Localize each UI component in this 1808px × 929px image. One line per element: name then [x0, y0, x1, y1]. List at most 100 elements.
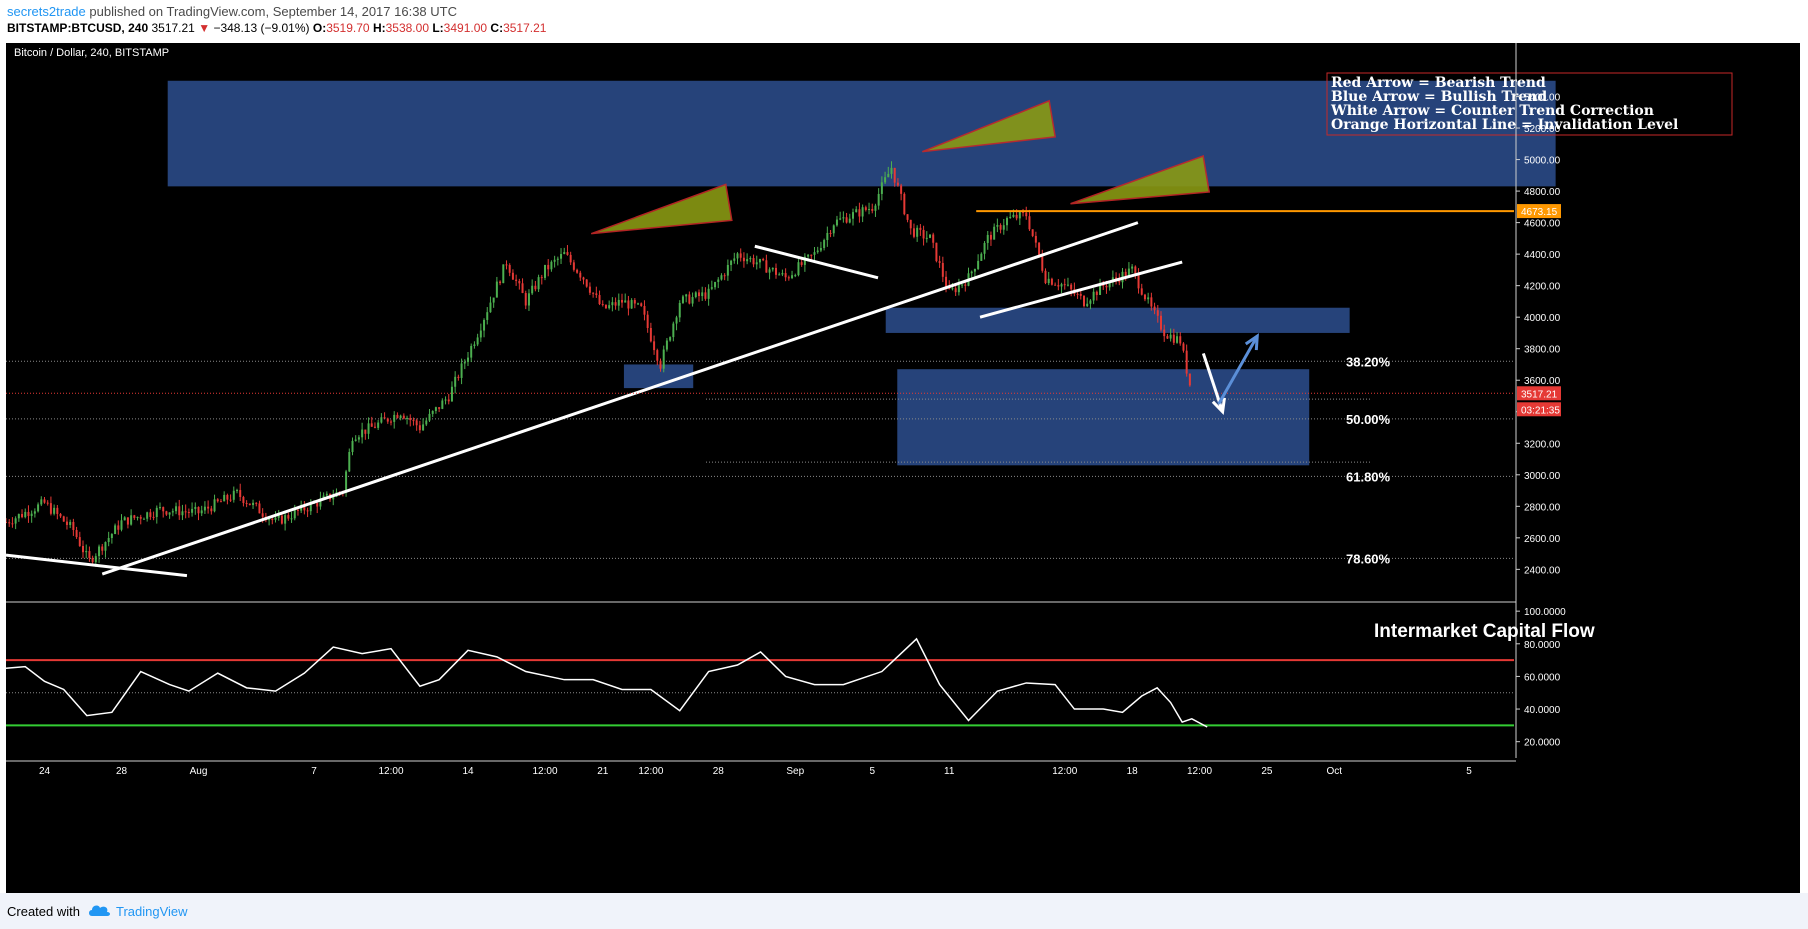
candle-body	[765, 260, 768, 273]
candle-body	[37, 504, 40, 512]
candle-body	[521, 283, 524, 294]
candle-body	[354, 439, 357, 441]
candle-body	[271, 519, 274, 521]
candle-body	[874, 205, 877, 211]
candle-body	[643, 305, 646, 315]
candle-body	[226, 494, 229, 500]
candle-body	[486, 312, 489, 320]
candle-body	[656, 350, 659, 361]
candle-body	[402, 415, 405, 419]
candle-body	[332, 496, 335, 500]
candle-body	[832, 225, 835, 234]
candle-body	[1054, 284, 1057, 286]
candle-body	[1028, 216, 1031, 230]
candle-body	[685, 294, 688, 297]
candle-body	[85, 551, 88, 553]
candle-body	[736, 253, 739, 259]
candle-body	[659, 360, 662, 369]
candle-body	[46, 502, 49, 504]
candle-body	[691, 297, 694, 304]
candle-body	[749, 258, 752, 260]
candle-body	[704, 292, 707, 299]
candle-body	[996, 224, 999, 227]
candle-body	[884, 177, 887, 183]
candle-body	[852, 212, 854, 219]
candle-body	[800, 262, 803, 265]
candle-body	[527, 293, 530, 306]
candle-body	[1160, 315, 1162, 330]
candle-body	[40, 499, 43, 505]
candle-body	[896, 182, 899, 186]
time-tick-label: 12:00	[378, 766, 403, 777]
candle-body	[1063, 284, 1066, 286]
candle-body	[1041, 255, 1044, 271]
time-tick-label: 5	[869, 766, 875, 777]
candle-body	[723, 275, 726, 277]
candle-body	[1182, 343, 1185, 351]
candle-body	[21, 514, 24, 518]
candle-body	[813, 252, 816, 255]
candle-body	[1163, 329, 1166, 337]
author-link[interactable]: secrets2trade	[7, 4, 86, 19]
candle-body	[502, 264, 505, 284]
time-tick-label: Sep	[786, 766, 804, 777]
candle-body	[758, 259, 761, 263]
candle-body	[989, 234, 992, 240]
candle-body	[572, 262, 575, 270]
time-tick-label: 21	[597, 766, 609, 777]
legend-entry: Orange Horizontal Line = Invalidation Le…	[1331, 117, 1678, 133]
candle-body	[107, 538, 110, 543]
candle-body	[345, 471, 348, 493]
candle-body	[550, 261, 553, 270]
candle-body	[425, 420, 428, 425]
candle-body	[284, 515, 287, 524]
candle-body	[33, 511, 36, 514]
candle-body	[59, 513, 62, 517]
candle-body	[842, 217, 845, 219]
price-chart[interactable]: 38.20% 50.00% 61.80% 78.60% Red Arrow = Bea…	[6, 43, 1800, 893]
candle-body	[1022, 211, 1025, 213]
candle-body	[1089, 300, 1092, 304]
candle-body	[970, 271, 973, 274]
candle-body	[499, 281, 502, 284]
candle-body	[319, 498, 322, 507]
candle-body	[547, 264, 550, 270]
candle-body	[861, 207, 864, 217]
fib-level-label: 50.00%	[1346, 412, 1391, 427]
candle-body	[390, 421, 392, 423]
candle-body	[296, 509, 299, 511]
candle-body	[932, 234, 935, 243]
candle-body	[710, 287, 713, 289]
candle-body	[614, 302, 617, 306]
candle-body	[1172, 334, 1175, 343]
candle-body	[181, 511, 184, 516]
candle-body	[1131, 266, 1134, 269]
candle-body	[768, 269, 771, 273]
candle-body	[242, 496, 245, 504]
candle-body	[739, 253, 742, 258]
candle-body	[775, 267, 777, 275]
candle-body	[14, 518, 17, 524]
price-tick-label: 3800.00	[1524, 345, 1561, 356]
candle-body	[1060, 284, 1063, 287]
candle-body	[938, 261, 941, 263]
candle-body	[601, 304, 604, 306]
candle-body	[678, 303, 681, 318]
candle-body	[8, 522, 11, 524]
candle-body	[701, 292, 704, 297]
candle-body	[120, 520, 123, 530]
candle-body	[1012, 214, 1015, 217]
candle-body	[592, 292, 595, 294]
candle-body	[229, 499, 232, 501]
tradingview-link[interactable]: TradingView	[116, 904, 188, 919]
candle-body	[94, 556, 97, 563]
ohlc-close-key: C:	[490, 21, 504, 35]
candle-body	[640, 303, 643, 306]
candle-body	[588, 286, 591, 293]
bullish-arrow-shaft	[1217, 335, 1259, 405]
candle-body	[961, 284, 964, 286]
candle-body	[1009, 216, 1012, 219]
candle-body	[383, 417, 386, 419]
candle-body	[463, 361, 466, 364]
candle-body	[43, 499, 46, 503]
